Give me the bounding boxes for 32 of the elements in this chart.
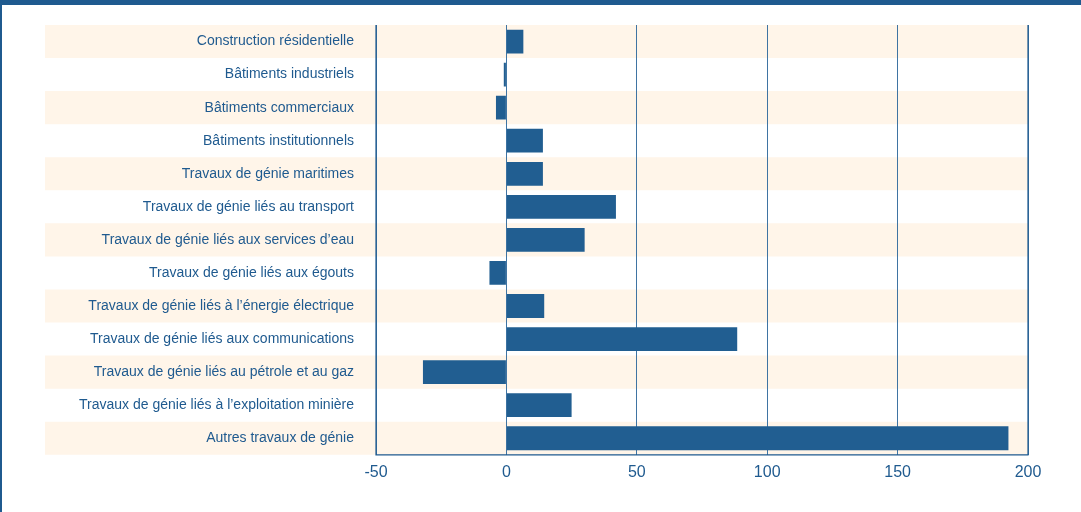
bar: [506, 393, 572, 418]
bar: [506, 161, 543, 186]
y-tick-label: Travaux de génie liés aux égouts: [149, 263, 354, 280]
bar: [506, 29, 524, 54]
y-tick-label: Travaux de génie liés aux communications: [89, 329, 354, 346]
y-tick-label: Travaux de génie liés aux services d’eau: [101, 230, 354, 247]
bar: [506, 194, 616, 219]
bar: [495, 95, 506, 120]
x-tick-label: 50: [627, 462, 646, 480]
y-tick-label: Bâtiments industriels: [224, 65, 354, 82]
bar: [506, 128, 543, 153]
y-tick-label: Travaux de génie liés à l’énergie électrique: [88, 296, 355, 313]
bar: [506, 426, 1009, 451]
y-tick-label: Travaux de génie liés au pétrole et au gaz: [93, 363, 354, 380]
y-tick-label: Bâtiments commerciaux: [204, 98, 354, 115]
y-tick-label: Travaux de génie maritimes: [181, 164, 354, 181]
y-tick-label: Autres travaux de génie: [206, 429, 355, 446]
bar: [503, 62, 506, 87]
x-tick-label: -50: [364, 462, 388, 480]
bar: [422, 360, 506, 385]
y-tick-label: Travaux de génie liés à l’exploitation minière: [79, 396, 355, 413]
x-tick-label: 0: [501, 462, 511, 480]
x-tick-label: 100: [753, 462, 781, 480]
y-tick-label: Construction résidentielle: [196, 32, 355, 49]
x-tick-label: 150: [884, 462, 912, 480]
y-tick-label: Bâtiments institutionnels: [203, 131, 354, 148]
bar: [506, 327, 738, 351]
bar: [489, 261, 506, 285]
x-tick-label: 200: [1014, 462, 1042, 480]
y-tick-label: Travaux de génie liés au transport: [142, 197, 355, 214]
bar: [506, 294, 545, 318]
bar: [506, 228, 585, 252]
